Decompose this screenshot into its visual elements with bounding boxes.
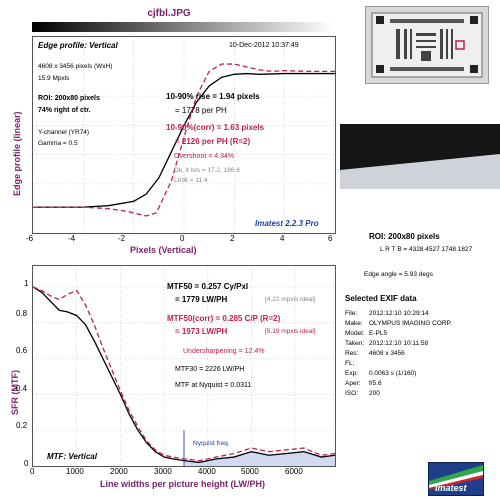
exif-key: Taken: bbox=[345, 340, 365, 347]
timestamp: 10-Dec-2012 10:37:49 bbox=[229, 42, 299, 49]
logo-text: Imatest bbox=[435, 483, 467, 493]
exif-key: Res: bbox=[345, 350, 359, 357]
edge-angle: Edge angle = 5.93 degs bbox=[364, 271, 433, 278]
megapixels: 15.9 Mpxls bbox=[38, 75, 70, 82]
overshoot: Overshoot = 4.34% bbox=[174, 153, 235, 160]
edge-xticks: -6 -4 -2 0 2 4 6 bbox=[26, 234, 334, 246]
ideal-mpxls-corr: [5.19 mpxls ideal] bbox=[265, 328, 316, 335]
y-tick: 0.8 bbox=[16, 309, 28, 318]
exif-key: Make: bbox=[345, 320, 363, 327]
x-tick: 6 bbox=[328, 234, 333, 243]
test-chart-thumbnail bbox=[365, 6, 489, 84]
series-line-corrected bbox=[33, 286, 335, 462]
x-tick: 2000 bbox=[110, 467, 128, 476]
rise-per-ph: = 1778 per PH bbox=[175, 106, 227, 115]
mtf-panel-title: MTF: Vertical bbox=[47, 452, 97, 461]
mtf50-lw: = 1779 LW/PH bbox=[175, 295, 228, 304]
grayscale-bar bbox=[32, 22, 334, 32]
mtf50: MTF50 = 0.257 Cy/Pxl bbox=[167, 282, 249, 291]
mtf-plot bbox=[33, 266, 335, 466]
mtf50-corr: MTF50(corr) = 0.285 C/P (R=2) bbox=[167, 314, 281, 323]
version-label: Imatest 2.2.3 Pro bbox=[255, 219, 319, 228]
mtf-xlabel: Line widths per picture height (LW/PH) bbox=[100, 479, 266, 489]
roi-label: ROI: 200x80 pixels bbox=[38, 95, 100, 102]
y-tick: 0 bbox=[24, 459, 29, 468]
exif-key: FL: bbox=[345, 360, 355, 367]
ideal-mpxls: [4.22 mpxls ideal] bbox=[265, 296, 316, 303]
exif-value: 200 bbox=[369, 390, 380, 397]
exif-key: Exp: bbox=[345, 370, 359, 377]
y-tick: 1 bbox=[24, 279, 29, 288]
x-tick: 5000 bbox=[241, 467, 259, 476]
x-tick: 3000 bbox=[154, 467, 172, 476]
mtf-nyquist: MTF at Nyquist = 0.0311 bbox=[175, 382, 252, 389]
rise-value: 10-90% rise = 1.94 pixels bbox=[166, 92, 260, 101]
roi-title: ROI: 200x80 pixels bbox=[369, 232, 440, 241]
y-tick: 0.6 bbox=[16, 346, 28, 355]
x-tick: 4 bbox=[280, 234, 285, 243]
roi-lrtb: L R T B = 4328 4527 1748 1827 bbox=[380, 246, 473, 253]
series-line-corrected bbox=[33, 63, 335, 217]
exif-key: ISO: bbox=[345, 390, 359, 397]
x-tick: -4 bbox=[68, 234, 76, 243]
exif-key: Model: bbox=[345, 330, 365, 337]
test-chart-image bbox=[371, 12, 483, 78]
dark-light-levels: Dk, lt lvls = 17.2, 186.6 bbox=[174, 167, 240, 174]
nyquist-label: Nyquist freq. bbox=[193, 440, 230, 447]
exif-key: Aper: bbox=[345, 380, 361, 387]
rise-corr-per-ph: = 2126 per PH (R=2) bbox=[175, 137, 251, 146]
rise-corr: 10-90%(corr) = 1.63 pixels bbox=[166, 123, 265, 132]
x-tick: 1000 bbox=[66, 467, 84, 476]
exif-value: 2012:12:10 10:29:14 bbox=[369, 310, 429, 317]
exif-value: 4608 x 3456 bbox=[369, 350, 405, 357]
light-dark-ratio: Lt/dk = 11.4 bbox=[174, 177, 208, 184]
mtf30: MTF30 = 2226 LW/PH bbox=[175, 366, 245, 373]
x-tick: 0 bbox=[180, 234, 185, 243]
roi-crop-image bbox=[340, 124, 500, 189]
edge-panel-title: Edge profile: Vertical bbox=[38, 41, 118, 50]
series-line-measured bbox=[33, 286, 335, 464]
y-tick: 0.4 bbox=[16, 384, 28, 393]
window-title: cjfbl.JPG bbox=[147, 8, 191, 19]
x-tick: 4000 bbox=[198, 467, 216, 476]
edge-profile-plot bbox=[33, 37, 335, 233]
exif-value: E-PL5 bbox=[369, 330, 388, 337]
channel: Y-channel (YR74) bbox=[38, 129, 90, 136]
x-tick: 2 bbox=[230, 234, 235, 243]
mtf-xticks: 0 1000 2000 3000 4000 5000 6000 bbox=[30, 467, 334, 479]
undersharpening: Undersharpening = 12.4% bbox=[183, 348, 265, 355]
image-dims: 4608 x 3456 pixels (WxH) bbox=[38, 63, 113, 70]
edge-ylabel: Edge profile (linear) bbox=[12, 111, 22, 196]
gamma: Gamma = 0.5 bbox=[38, 140, 78, 147]
exif-value: OLYMPUS IMAGING CORP. bbox=[369, 320, 452, 327]
x-tick: 6000 bbox=[285, 467, 303, 476]
mtf-yticks: 0 0.2 0.4 0.6 0.8 1 bbox=[16, 265, 32, 468]
exif-value: f/5.6 bbox=[369, 380, 382, 387]
exif-key: File: bbox=[345, 310, 358, 317]
x-tick: 0 bbox=[30, 467, 35, 476]
edge-profile-panel: Edge profile: Vertical 10-Dec-2012 10:37… bbox=[32, 36, 336, 234]
y-tick: 0.2 bbox=[16, 421, 28, 430]
series-line-measured bbox=[33, 72, 335, 208]
beyond-nyquist-area bbox=[184, 451, 335, 466]
roi-position: 74% right of ctr. bbox=[38, 107, 91, 114]
exif-value: 2012:12:10 10:11:58 bbox=[369, 340, 429, 347]
x-tick: -6 bbox=[26, 234, 34, 243]
mtf50-corr-lw: = 1973 LW/PH bbox=[175, 327, 228, 336]
exif-value: 0.0063 s (1/160) bbox=[369, 370, 417, 377]
mtf-panel: MTF50 = 0.257 Cy/Pxl = 1779 LW/PH [4.22 … bbox=[32, 265, 336, 467]
edge-xlabel: Pixels (Vertical) bbox=[130, 245, 197, 255]
exif-title: Selected EXIF data bbox=[345, 294, 417, 303]
imatest-logo: Imatest bbox=[428, 462, 484, 496]
x-tick: -2 bbox=[118, 234, 126, 243]
